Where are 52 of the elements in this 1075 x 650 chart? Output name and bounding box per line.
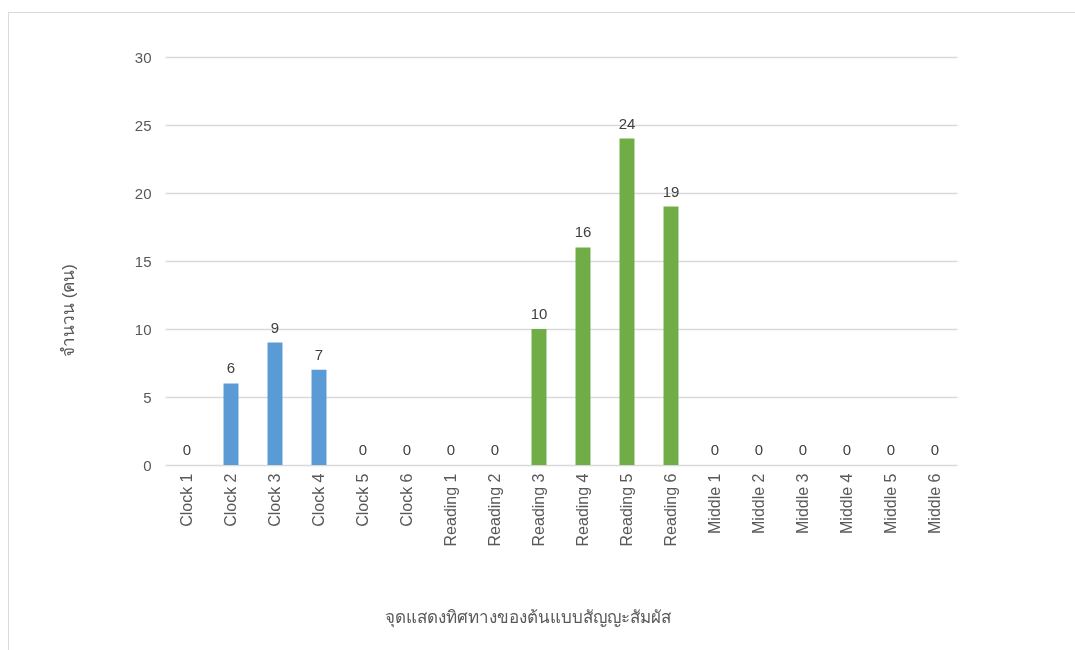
x-tick-label: Clock 5 bbox=[354, 473, 371, 527]
bar bbox=[311, 369, 327, 465]
data-label: 16 bbox=[574, 223, 592, 241]
x-tick-label: Middle 2 bbox=[750, 473, 767, 534]
x-tick-label: Middle 6 bbox=[926, 473, 943, 534]
x-tick-label: Reading 4 bbox=[574, 473, 591, 547]
y-tick-label: 20 bbox=[134, 184, 152, 202]
x-axis-title: จุดแสดงทิศทางของต้นแบบสัญญะสัมผัส bbox=[384, 607, 672, 628]
x-tick-label: Reading 3 bbox=[530, 473, 547, 547]
y-tick-label: 5 bbox=[143, 388, 152, 406]
data-label: 19 bbox=[662, 182, 680, 200]
data-label: 0 bbox=[930, 441, 940, 458]
x-tick-label: Reading 1 bbox=[442, 473, 459, 547]
y-tick-label: 0 bbox=[143, 456, 152, 474]
data-label: 0 bbox=[490, 441, 500, 458]
data-label: 0 bbox=[754, 441, 764, 458]
data-label: 0 bbox=[710, 441, 720, 458]
y-tick-label: 25 bbox=[134, 116, 152, 134]
bar bbox=[619, 138, 635, 465]
x-tick-label: Middle 3 bbox=[794, 473, 811, 534]
data-label: 0 bbox=[886, 441, 896, 458]
data-label: 24 bbox=[618, 114, 636, 132]
x-tick-label: Reading 6 bbox=[662, 473, 679, 547]
y-axis-title: จำนวน (คน) bbox=[58, 263, 78, 358]
x-tick-label: Clock 1 bbox=[178, 473, 195, 527]
x-tick-label: Clock 2 bbox=[222, 473, 239, 527]
data-label: 9 bbox=[270, 318, 280, 336]
data-label: 7 bbox=[314, 345, 324, 363]
x-tick-label: Clock 4 bbox=[310, 473, 327, 527]
y-tick-label: 15 bbox=[134, 252, 152, 270]
x-tick-label: Middle 4 bbox=[838, 473, 855, 534]
x-tick-label: Clock 3 bbox=[266, 473, 283, 527]
bar bbox=[223, 383, 239, 465]
x-tick-label: Clock 6 bbox=[398, 473, 415, 527]
x-tick-label: Reading 5 bbox=[618, 473, 635, 547]
bar bbox=[531, 329, 547, 465]
y-tick-label: 10 bbox=[134, 320, 152, 338]
data-label: 0 bbox=[402, 441, 412, 458]
data-label: 0 bbox=[182, 441, 192, 458]
data-label: 6 bbox=[226, 359, 236, 377]
x-tick-label: Middle 5 bbox=[882, 473, 899, 534]
data-label: 0 bbox=[358, 441, 368, 458]
x-tick-label: Reading 2 bbox=[486, 473, 503, 547]
bar bbox=[575, 247, 591, 465]
y-tick-label: 30 bbox=[134, 48, 152, 66]
bar bbox=[267, 342, 283, 465]
x-tick-label: Middle 1 bbox=[706, 473, 723, 534]
data-label: 10 bbox=[530, 305, 548, 322]
data-label: 0 bbox=[446, 441, 456, 458]
data-label: 0 bbox=[798, 441, 808, 458]
data-label: 0 bbox=[842, 441, 852, 458]
bar bbox=[663, 206, 679, 465]
